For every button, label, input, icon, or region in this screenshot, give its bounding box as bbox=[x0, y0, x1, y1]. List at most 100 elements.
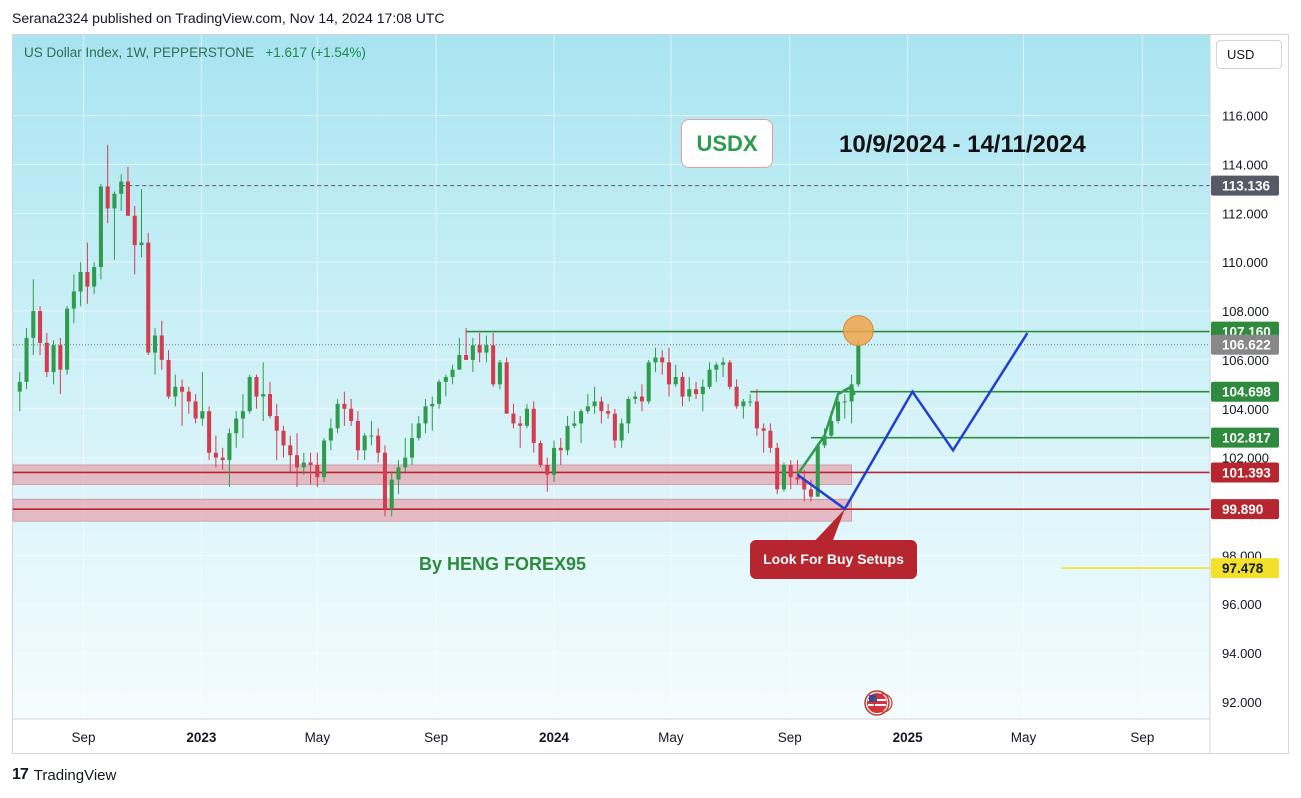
price-level-badge bbox=[1211, 427, 1279, 448]
date-range-label: 10/9/2024 - 14/11/2024 bbox=[839, 131, 1086, 158]
support-zone bbox=[12, 464, 852, 485]
price-tick-label: 104.000 bbox=[1222, 402, 1269, 417]
candle-body bbox=[112, 193, 117, 209]
candle-body bbox=[579, 411, 584, 424]
candle-body bbox=[700, 386, 705, 395]
time-tick-label: 2024 bbox=[539, 730, 570, 745]
us-flag-icon[interactable] bbox=[864, 690, 894, 716]
time-tick-label: May bbox=[305, 730, 331, 745]
candle-body bbox=[633, 396, 638, 399]
candle-body bbox=[342, 403, 347, 409]
candle-body bbox=[450, 369, 455, 377]
candle-body bbox=[497, 362, 502, 385]
candle-body bbox=[213, 452, 218, 458]
candle-body bbox=[524, 408, 529, 426]
author-label: By HENG FOREX95 bbox=[419, 554, 587, 574]
candle-body bbox=[808, 489, 814, 497]
footer: 17 TradingView bbox=[12, 766, 116, 784]
candle-body bbox=[423, 406, 428, 424]
candle-body bbox=[673, 377, 678, 385]
candle-body bbox=[599, 401, 604, 412]
price-level-badge bbox=[1211, 334, 1279, 355]
chart-pane[interactable] bbox=[13, 35, 1210, 719]
candle-body bbox=[457, 355, 462, 370]
candle-body bbox=[281, 430, 286, 446]
footer-brand: TradingView bbox=[33, 766, 117, 784]
candle-body bbox=[585, 406, 590, 412]
time-tick-label: 2025 bbox=[893, 730, 924, 745]
price-level-label: 104.698 bbox=[1222, 385, 1271, 400]
time-tick-label: May bbox=[658, 730, 684, 745]
candle-body bbox=[396, 467, 401, 480]
tradingview-logo[interactable]: 17 bbox=[12, 766, 29, 783]
candle-body bbox=[200, 411, 205, 419]
price-level-badge bbox=[1211, 175, 1279, 196]
currency-button[interactable]: USD bbox=[1216, 40, 1282, 69]
candle-body bbox=[836, 401, 841, 421]
candle-body bbox=[58, 345, 63, 370]
candle-body bbox=[416, 423, 421, 439]
candle-body bbox=[44, 342, 49, 373]
candle-body bbox=[680, 377, 685, 397]
candle-body bbox=[51, 345, 56, 373]
candle-body bbox=[261, 394, 266, 397]
candle-body bbox=[646, 362, 651, 402]
candle-body bbox=[470, 345, 475, 360]
time-tick-label: Sep bbox=[72, 730, 96, 745]
candle-body bbox=[761, 428, 766, 431]
candle-body bbox=[504, 362, 509, 414]
candle-body bbox=[666, 362, 672, 385]
candle-body bbox=[193, 401, 198, 419]
candle-body bbox=[295, 455, 300, 468]
price-tick-label: 92.000 bbox=[1222, 695, 1262, 710]
candle-body bbox=[538, 442, 543, 465]
time-tick-label: May bbox=[1011, 730, 1037, 745]
candle-body bbox=[119, 181, 124, 194]
price-tick-label: 114.000 bbox=[1222, 157, 1268, 172]
candle-body bbox=[660, 357, 665, 363]
buy-setups-note: Look For Buy Setups bbox=[750, 540, 917, 579]
price-tick-label: 94.000 bbox=[1222, 646, 1262, 661]
candle-body bbox=[65, 308, 70, 370]
candle-body bbox=[335, 403, 340, 429]
candle-body bbox=[78, 271, 83, 292]
candle-body bbox=[768, 430, 773, 448]
candle-body bbox=[741, 401, 746, 407]
candle-body bbox=[491, 345, 496, 385]
candle-body bbox=[369, 435, 374, 437]
candle-body bbox=[619, 423, 624, 441]
candle-body bbox=[382, 452, 387, 509]
candle-body bbox=[227, 433, 232, 461]
time-tick-label: Sep bbox=[778, 730, 802, 745]
candle-body bbox=[653, 357, 658, 363]
candle-body bbox=[288, 445, 293, 456]
price-level-badge bbox=[1211, 381, 1279, 402]
candle-body bbox=[234, 418, 239, 434]
price-level-badge bbox=[1211, 462, 1279, 483]
time-tick-label: Sep bbox=[1130, 730, 1154, 745]
price-tick-label: 106.000 bbox=[1222, 353, 1269, 368]
price-tick-label: 108.000 bbox=[1222, 304, 1269, 319]
candle-body bbox=[639, 396, 644, 402]
candle-body bbox=[24, 337, 29, 382]
candle-body bbox=[180, 386, 185, 392]
candles-group bbox=[17, 144, 861, 517]
symbol-change: +1.617 (+1.54%) bbox=[265, 45, 366, 60]
price-tick-label: 112.000 bbox=[1222, 206, 1268, 221]
candle-body bbox=[328, 428, 333, 441]
chart-frame bbox=[12, 34, 1289, 754]
candle-body bbox=[85, 271, 90, 287]
candle-body bbox=[484, 345, 489, 353]
candle-body bbox=[186, 391, 191, 402]
candle-body bbox=[105, 186, 110, 209]
candle-body bbox=[98, 186, 103, 268]
candle-body bbox=[152, 335, 158, 353]
candle-body bbox=[301, 462, 306, 468]
candle-body bbox=[849, 384, 854, 402]
candle-body bbox=[173, 386, 178, 397]
candle-body bbox=[477, 345, 482, 353]
candle-body bbox=[856, 345, 861, 385]
candle-body bbox=[694, 389, 699, 395]
candle-body bbox=[166, 359, 171, 397]
